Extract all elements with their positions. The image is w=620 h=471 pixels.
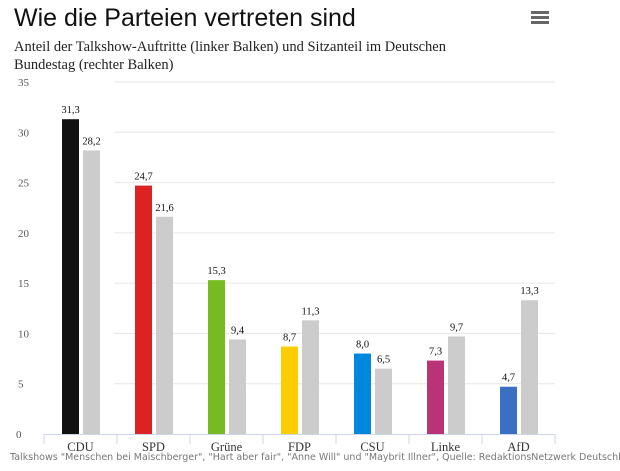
data-label: 28,2: [82, 136, 100, 147]
y-tick-label: 35: [18, 77, 30, 89]
data-label: 7,3: [429, 347, 442, 358]
data-label: 6,5: [377, 355, 390, 366]
data-label: 31,3: [61, 105, 79, 116]
x-tick-label: Grüne: [211, 440, 243, 454]
credits[interactable]: Talkshows "Menschen bei Maischberger", "…: [10, 452, 620, 463]
y-tick-label: 5: [18, 379, 24, 391]
y-tick-label: 25: [18, 178, 30, 190]
bar-linke-talkshow: [427, 360, 444, 434]
y-tick-label: 10: [18, 328, 30, 340]
data-label: 21,6: [155, 203, 173, 214]
bar-cdu-talkshow: [62, 119, 79, 434]
chart-title: Wie die Parteien vertreten sind: [14, 4, 356, 32]
data-label: 8,7: [283, 333, 296, 344]
data-label: 24,7: [134, 172, 152, 183]
y-tick-label: 20: [18, 228, 30, 240]
bar-grüne-talkshow: [208, 280, 225, 434]
data-label: 4,7: [502, 373, 515, 384]
x-tick-label: Linke: [431, 440, 461, 454]
bar-fdp-seats: [302, 320, 319, 434]
bar-linke-seats: [448, 336, 465, 434]
y-tick-label: 30: [18, 127, 30, 139]
data-label: 8,0: [356, 340, 369, 351]
data-label: 13,3: [520, 286, 538, 297]
hamburger-menu-icon[interactable]: [531, 11, 549, 25]
bar-spd-talkshow: [135, 185, 152, 434]
bar-grüne-seats: [229, 339, 246, 434]
y-tick-label: 0: [16, 429, 22, 441]
bar-csu-talkshow: [354, 353, 371, 434]
x-tick-label: FDP: [288, 440, 311, 454]
y-tick-label: 15: [18, 278, 30, 290]
x-tick-label: CSU: [360, 440, 384, 454]
bar-afd-seats: [521, 300, 538, 434]
data-label: 15,3: [207, 266, 225, 277]
data-label: 11,3: [302, 306, 320, 317]
bar-afd-talkshow: [500, 386, 517, 434]
x-tick-label: SPD: [142, 440, 165, 454]
bar-cdu-seats: [83, 150, 100, 435]
x-tick-label: AfD: [507, 440, 529, 454]
chart-subtitle: Anteil der Talkshow-Auftritte (linker Ba…: [14, 39, 446, 73]
data-label: 9,4: [231, 325, 245, 336]
bar-csu-seats: [375, 368, 392, 434]
bar-spd-seats: [156, 216, 173, 434]
x-tick-label: CDU: [67, 440, 93, 454]
bar-fdp-talkshow: [281, 346, 298, 434]
data-label: 9,7: [450, 322, 463, 333]
